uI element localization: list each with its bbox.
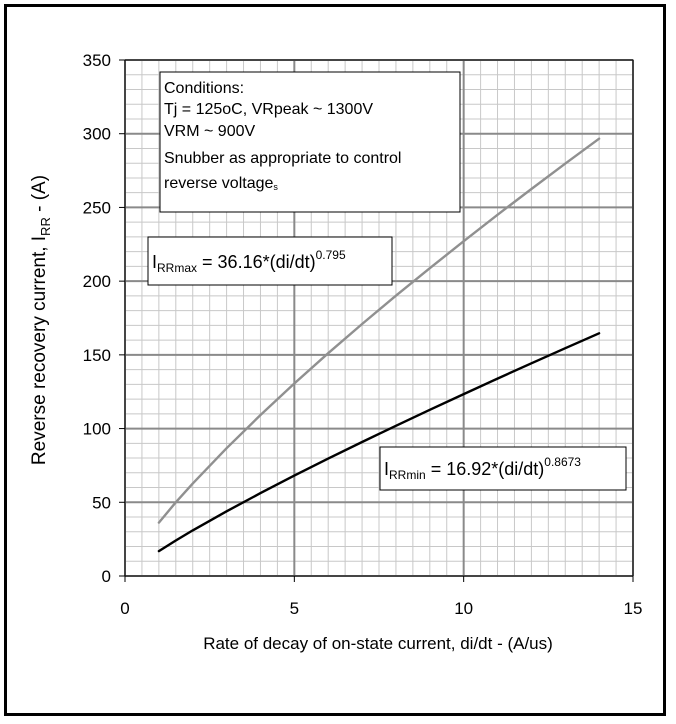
y-tick-label: 0: [102, 567, 111, 586]
axis-ticks: [119, 59, 634, 582]
x-tick-label: 15: [624, 599, 643, 618]
x-tick-label: 0: [120, 599, 129, 618]
conditions-line-4: Snubber as appropriate to control: [164, 150, 401, 167]
conditions-line-5-main: reverse voltage: [164, 175, 273, 192]
conditions-line-1: Conditions:: [164, 80, 244, 97]
y-tick-label: 200: [83, 272, 111, 291]
series-line-irrmin: [157, 332, 601, 553]
irrmin-equation: IRRmin = 16.92*(di/dt)0.8673: [384, 455, 581, 482]
x-axis-title: Rate of decay of on-state current, di/dt…: [203, 634, 553, 653]
y-axis-title: Reverse recovery current, IRR - (A): [29, 175, 53, 465]
conditions-line-5: reverse voltages: [164, 175, 278, 192]
y-tick-label: 50: [92, 493, 111, 512]
y-tick-label: 150: [83, 346, 111, 365]
x-tick-label: 5: [290, 599, 299, 618]
y-tick-label: 250: [83, 198, 111, 217]
x-tick-label: 10: [454, 599, 473, 618]
y-tick-label: 300: [83, 125, 111, 144]
irrmax-equation: IRRmax = 36.16*(di/dt)0.795: [152, 248, 346, 275]
series-line-irrmax: [157, 137, 601, 524]
plot-border: [124, 59, 634, 577]
conditions-line-2: Tj = 125oC, VRpeak ~ 1300V: [164, 101, 373, 118]
y-tick-label: 100: [83, 420, 111, 439]
irrmin-equation-box: IRRmin = 16.92*(di/dt)0.8673: [379, 446, 627, 491]
series-lines: [157, 137, 601, 553]
conditions-line-3: VRM ~ 900V: [164, 123, 255, 140]
y-tick-label: 350: [83, 51, 111, 70]
conditions-box: Conditions: Tj = 125oC, VRpeak ~ 1300V V…: [159, 71, 461, 213]
conditions-line-5-sub: s: [273, 182, 278, 192]
irrmax-equation-box: IRRmax = 36.16*(di/dt)0.795: [147, 236, 393, 286]
